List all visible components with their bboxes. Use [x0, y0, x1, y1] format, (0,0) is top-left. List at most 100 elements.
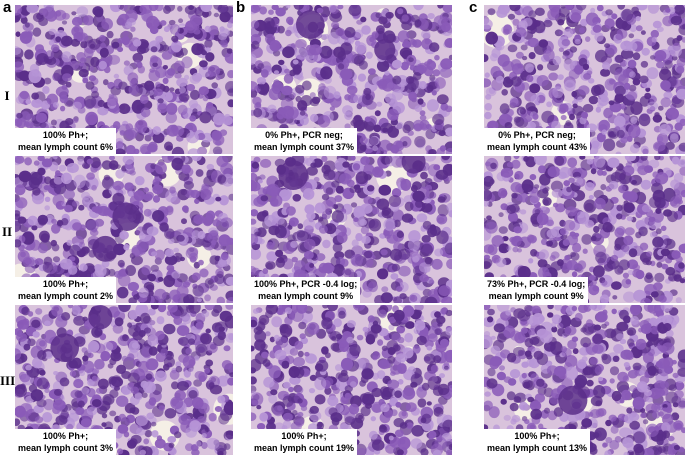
marrow-cell	[183, 180, 194, 190]
marrow-cell	[191, 156, 202, 162]
marrow-cell	[55, 36, 62, 43]
marrow-cell	[602, 62, 611, 70]
marrow-cell	[87, 340, 100, 353]
marrow-cell	[400, 178, 412, 191]
marrow-cell	[432, 449, 442, 455]
marrow-cell	[182, 316, 192, 325]
marrow-cell	[546, 219, 555, 227]
marrow-cell	[660, 248, 671, 257]
caption-ph-status: 100% Ph+, PCR -0.4 log;	[254, 279, 358, 289]
marrow-cell	[289, 348, 299, 356]
marrow-cell	[37, 243, 48, 254]
marrow-cell	[588, 78, 595, 84]
marrow-cell	[588, 95, 599, 105]
marrow-cell	[427, 13, 435, 20]
marrow-cell	[120, 384, 133, 395]
marrow-cell	[37, 350, 47, 360]
marrow-cell	[499, 103, 510, 115]
marrow-cell	[484, 54, 489, 63]
marrow-cell	[168, 19, 176, 26]
marrow-cell	[414, 320, 426, 331]
marrow-cell	[377, 268, 389, 280]
marrow-cell	[594, 32, 604, 42]
marrow-cell	[441, 296, 452, 303]
marrow-cell	[595, 106, 602, 113]
marrow-cell	[252, 308, 259, 314]
marrow-cell	[25, 99, 32, 105]
marrow-cell	[572, 105, 584, 116]
marrow-cell	[15, 239, 22, 248]
marrow-cell	[566, 186, 572, 193]
marrow-cell	[321, 317, 333, 330]
marrow-cell	[510, 236, 522, 247]
marrow-cell	[227, 377, 233, 386]
marrow-cell	[498, 226, 508, 234]
marrow-cell	[572, 242, 582, 253]
marrow-cell	[198, 65, 212, 78]
marrow-cell	[118, 103, 131, 114]
marrow-cell	[279, 189, 291, 202]
marrow-cell	[678, 10, 685, 19]
marrow-cell	[24, 49, 34, 60]
marrow-cell	[48, 28, 57, 35]
marrow-cell	[423, 156, 437, 162]
marrow-cell	[27, 215, 38, 226]
marrow-cell	[296, 74, 304, 81]
marrow-cell	[503, 414, 511, 421]
marrow-cell	[106, 97, 118, 107]
marrow-cell	[558, 47, 564, 53]
marrow-cell	[390, 144, 400, 154]
marrow-cell	[277, 405, 283, 412]
marrow-cell	[387, 379, 400, 390]
marrow-cell	[35, 338, 48, 351]
marrow-cell	[149, 68, 156, 73]
marrow-cell	[436, 315, 446, 325]
marrow-cell	[604, 43, 611, 49]
marrow-cell	[148, 308, 156, 316]
marrow-cell	[188, 367, 194, 372]
marrow-cell	[408, 230, 421, 243]
marrow-cell	[514, 170, 524, 180]
marrow-cell	[439, 145, 447, 152]
marrow-cell	[67, 305, 74, 309]
marrow-cell	[626, 216, 633, 222]
marrow-cell	[128, 309, 138, 320]
marrow-cell	[679, 118, 685, 127]
marrow-cell	[654, 272, 665, 283]
marrow-cell	[416, 213, 428, 223]
marrow-cell	[251, 179, 258, 192]
marrow-cell	[538, 165, 546, 174]
marrow-cell	[110, 5, 121, 10]
panel-b-II: 100% Ph+, PCR -0.4 log; mean lymph count…	[251, 156, 452, 303]
marrow-cell	[533, 20, 541, 27]
marrow-cell	[658, 105, 664, 111]
marrow-cell	[557, 74, 564, 80]
marrow-cell	[138, 360, 150, 373]
marrow-cell	[546, 229, 558, 239]
marrow-cell	[53, 388, 63, 396]
marrow-cell	[344, 385, 353, 393]
marrow-cell	[71, 305, 81, 315]
marrow-cell	[306, 211, 316, 221]
marrow-cell	[551, 326, 558, 333]
marrow-cell	[191, 72, 203, 82]
marrow-cell	[224, 315, 233, 329]
marrow-cell	[590, 168, 597, 175]
marrow-cell	[542, 197, 552, 206]
marrow-cell	[204, 427, 210, 433]
marrow-cell	[176, 325, 190, 336]
marrow-cell	[431, 90, 437, 96]
marrow-cell	[372, 351, 381, 360]
marrow-cell	[600, 68, 611, 77]
marrow-cell	[429, 42, 440, 53]
marrow-cell	[188, 305, 201, 314]
marrow-cell	[65, 81, 72, 88]
marrow-cell	[416, 62, 428, 73]
marrow-cell	[414, 105, 423, 112]
marrow-cell	[563, 219, 576, 231]
marrow-cell	[399, 422, 408, 429]
marrow-cell	[98, 60, 108, 70]
marrow-cell	[675, 297, 682, 303]
marrow-cell	[681, 37, 685, 43]
marrow-cell	[163, 5, 171, 14]
